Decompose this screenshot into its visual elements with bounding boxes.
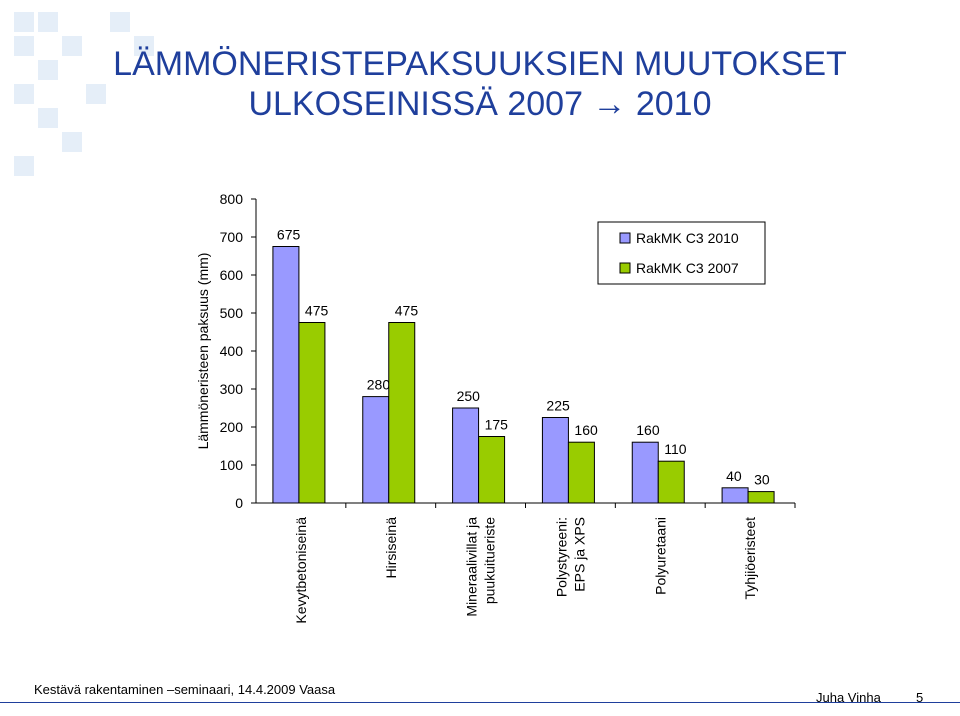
data-label: 475	[305, 303, 329, 319]
background-decoration	[62, 132, 82, 152]
background-decoration	[14, 36, 34, 56]
background-decoration	[134, 36, 154, 56]
y-axis-label: Lämmöneristeen paksuus (mm)	[195, 253, 211, 450]
y-tick-label: 800	[220, 191, 244, 207]
data-label: 475	[395, 303, 419, 319]
legend-swatch	[619, 232, 631, 244]
y-tick-label: 100	[220, 457, 244, 473]
y-tick-label: 200	[220, 419, 244, 435]
data-label: 225	[546, 398, 570, 414]
footer-divider	[0, 702, 960, 703]
bar-2007	[567, 441, 595, 504]
legend-label: RakMK C3 2010	[636, 230, 739, 246]
x-tick-label: Kevytbetoniseinä	[293, 517, 309, 624]
legend-label: RakMK C3 2007	[636, 260, 739, 276]
data-label: 250	[457, 388, 481, 404]
background-decoration	[14, 156, 34, 176]
data-label: 30	[754, 472, 770, 488]
background-decoration	[38, 60, 58, 80]
background-decoration	[38, 108, 58, 128]
x-tick-label: EPS ja XPS	[571, 517, 587, 592]
data-label: 160	[636, 422, 660, 438]
x-tick-label: puukuitueriste	[482, 517, 498, 604]
bar-2010	[721, 487, 749, 504]
x-tick-label: Polystyreeni:	[553, 517, 569, 597]
y-tick-label: 600	[220, 267, 244, 283]
bar-2010	[631, 441, 659, 504]
bar-2010	[272, 246, 300, 504]
y-tick-label: 500	[220, 305, 244, 321]
bar-2007	[657, 460, 685, 504]
data-label: 175	[485, 417, 509, 433]
data-label: 110	[664, 441, 687, 457]
y-tick-label: 300	[220, 381, 244, 397]
footer-author: Juha Vinha	[816, 690, 881, 705]
bar-2007	[478, 436, 506, 504]
page-number: 5	[916, 690, 924, 705]
data-label: 160	[574, 422, 598, 438]
background-decoration	[38, 12, 58, 32]
y-tick-label: 400	[220, 343, 244, 359]
bar-2007	[388, 322, 416, 504]
background-decoration	[14, 12, 34, 32]
background-decoration	[86, 84, 106, 104]
x-tick-label: Mineraalivillat ja	[464, 517, 480, 617]
slide-title: LÄMMÖNERISTEPAKSUUKSIEN MUUTOKSET ULKOSE…	[0, 44, 960, 124]
y-tick-label: 700	[220, 229, 244, 245]
slide-title-line1: LÄMMÖNERISTEPAKSUUKSIEN MUUTOKSET	[113, 45, 847, 83]
bar-2007	[747, 491, 775, 504]
background-decoration	[110, 12, 130, 32]
bar-2007	[298, 322, 326, 504]
legend-swatch	[619, 262, 631, 274]
bar-2010	[452, 407, 480, 504]
footer-event: Kestävä rakentaminen –seminaari, 14.4.20…	[34, 682, 336, 697]
data-label: 675	[277, 227, 301, 243]
x-tick-label: Tyhjiöeristeet	[742, 517, 758, 600]
bar-2010	[362, 396, 390, 504]
background-decoration	[14, 84, 34, 104]
background-decoration	[62, 36, 82, 56]
legend	[597, 221, 766, 285]
data-label: 40	[726, 468, 742, 484]
bar-2010	[541, 417, 569, 504]
x-tick-label: Hirsiseinä	[383, 517, 399, 579]
y-tick-label: 0	[235, 495, 243, 511]
data-label: 280	[367, 377, 391, 393]
slide-title-line2: ULKOSEINISSÄ 2007 → 2010	[248, 85, 712, 123]
x-tick-label: Polyuretaani	[652, 517, 668, 595]
